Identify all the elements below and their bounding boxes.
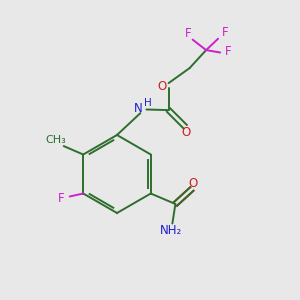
Text: F: F	[221, 26, 228, 39]
Text: NH₂: NH₂	[160, 224, 182, 237]
Text: F: F	[185, 26, 191, 40]
Text: F: F	[225, 45, 232, 58]
Text: F: F	[57, 192, 64, 205]
Text: O: O	[181, 126, 190, 139]
Text: O: O	[158, 80, 166, 93]
Text: O: O	[188, 177, 198, 190]
Text: CH₃: CH₃	[45, 135, 66, 146]
Text: N: N	[134, 102, 143, 115]
Text: H: H	[144, 98, 152, 108]
